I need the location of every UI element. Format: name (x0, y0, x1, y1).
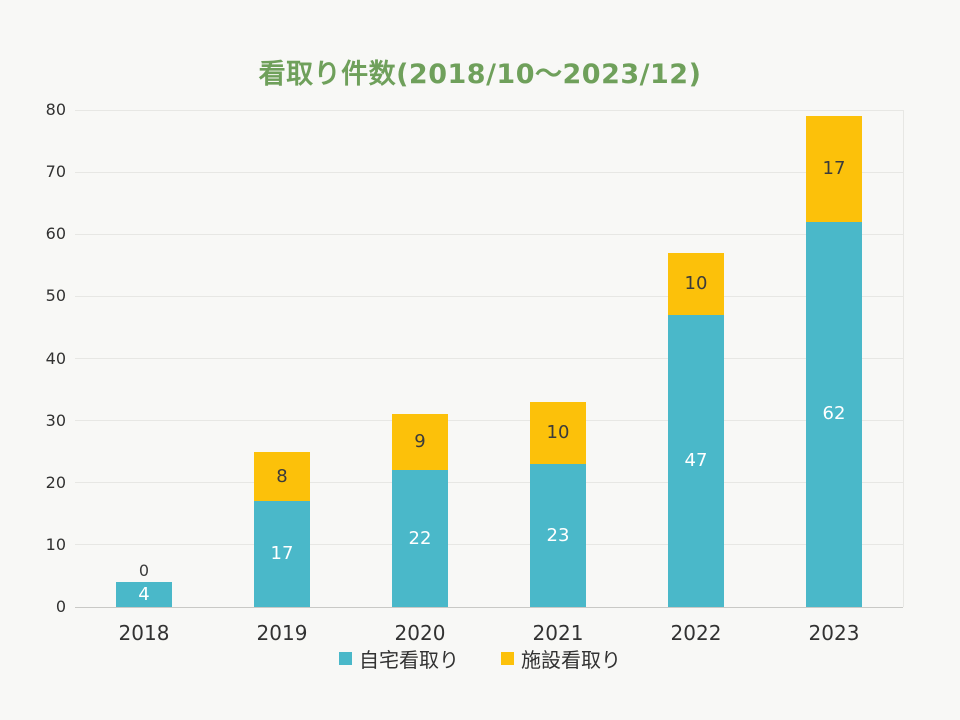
gridline (75, 295, 903, 297)
bar-value-label-facility-care: 17 (822, 158, 846, 180)
gridline (75, 420, 903, 422)
bar-segment-home-care (668, 315, 724, 607)
gridline (75, 233, 903, 235)
legend-label-home-care: 自宅看取り (359, 648, 459, 672)
bar-value-label-facility-care: 8 (276, 465, 288, 487)
bar-value-label-facility-care: 10 (684, 272, 708, 294)
bar-value-label-facility-care: 10 (546, 422, 570, 444)
y-tick-label: 70 (45, 162, 66, 182)
x-tick-label: 2023 (808, 621, 860, 645)
gridline (75, 171, 903, 173)
legend-label-facility-care: 施設看取り (521, 648, 621, 672)
bar-segment-facility-care (668, 252, 724, 316)
y-tick-label: 40 (45, 348, 66, 368)
bar-segment-facility-care (806, 116, 862, 222)
y-tick-label: 0 (55, 597, 66, 616)
chart-title: 看取り件数(2018/10～2023/12) (258, 59, 702, 90)
bar-value-label-facility-care: 0 (138, 561, 150, 581)
plot-area: 0 10 20 30 40 50 60 70 80 4 0 2018 17 8 2019 22 9 2020 23 1… (46, 101, 904, 645)
bar-segment-home-care (392, 470, 448, 607)
x-axis-line (75, 606, 903, 608)
gridline (75, 544, 903, 546)
bar-value-label-home-care: 17 (270, 543, 294, 565)
y-tick-label: 30 (45, 410, 66, 430)
bar-value-label-home-care: 23 (546, 524, 570, 546)
bar-value-label-home-care: 4 (138, 583, 150, 605)
gridline (75, 482, 903, 484)
legend-item-facility-care: 施設看取り (501, 644, 621, 673)
bar-value-label-home-care: 47 (684, 450, 708, 472)
bar-segment-facility-care (254, 451, 310, 502)
x-tick-label: 2022 (670, 621, 722, 645)
legend-swatch-home-care (339, 652, 352, 665)
bar-segment-facility-care (392, 414, 448, 471)
y-tick-label: 20 (45, 472, 66, 492)
gridline (75, 358, 903, 359)
bar-value-label-home-care: 22 (408, 527, 432, 549)
x-tick-label: 2020 (394, 621, 446, 645)
y-tick-label: 60 (45, 224, 66, 244)
x-tick-label: 2018 (118, 621, 170, 645)
bar-value-label-home-care: 62 (822, 403, 846, 425)
bar-segment-home-care (116, 582, 172, 607)
legend-swatch-facility-care (501, 652, 514, 665)
bar-value-label-facility-care: 9 (414, 431, 426, 453)
gridline (75, 109, 903, 111)
x-tick-label: 2021 (532, 621, 584, 645)
y-tick-label: 80 (45, 100, 66, 119)
y-tick-label: 10 (45, 534, 66, 554)
bar-segment-home-care (530, 464, 586, 607)
legend-item-home-care: 自宅看取り (339, 644, 459, 673)
legend: 自宅看取り 施設看取り (0, 644, 960, 673)
bar-segment-facility-care (530, 402, 586, 465)
bar-segment-home-care (806, 221, 862, 607)
x-tick-label: 2019 (256, 621, 308, 645)
bar-segment-home-care (254, 501, 310, 607)
y-tick-label: 50 (45, 286, 66, 306)
